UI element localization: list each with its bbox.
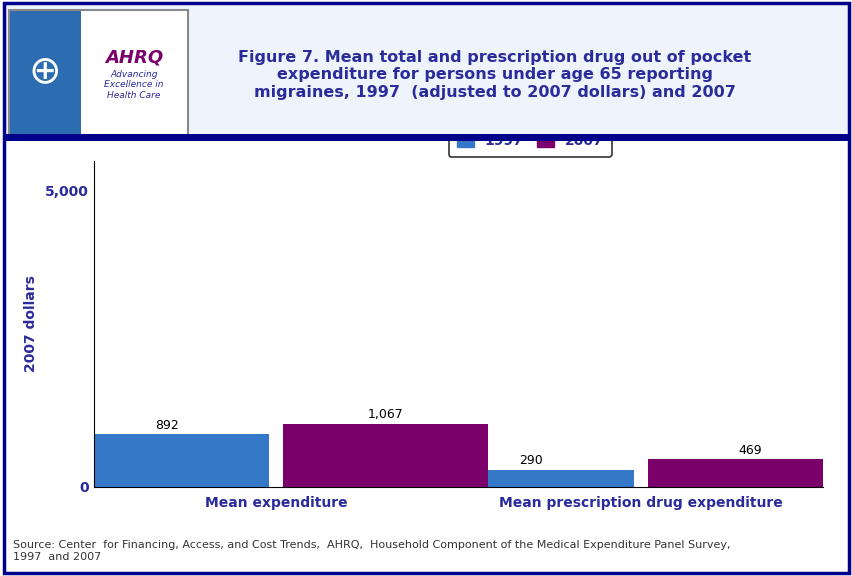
Text: 1,067: 1,067 <box>367 408 403 421</box>
Bar <box>648 459 851 487</box>
Text: Advancing
Excellence in
Health Care: Advancing Excellence in Health Care <box>104 70 164 100</box>
Bar <box>65 434 268 487</box>
Text: 290: 290 <box>519 454 543 467</box>
Text: AHRQ: AHRQ <box>105 48 163 67</box>
Text: 892: 892 <box>155 419 178 431</box>
Bar <box>429 469 633 487</box>
Text: 469: 469 <box>738 444 761 457</box>
Text: Figure 7. Mean total and prescription drug out of pocket
expenditure for persons: Figure 7. Mean total and prescription dr… <box>238 50 751 100</box>
Text: Source: Center  for Financing, Access, and Cost Trends,  AHRQ,  Household Compon: Source: Center for Financing, Access, an… <box>13 540 729 562</box>
Text: ⊕: ⊕ <box>28 52 60 90</box>
Bar <box>283 423 487 487</box>
Legend: 1997, 2007: 1997, 2007 <box>448 126 611 157</box>
Y-axis label: 2007 dollars: 2007 dollars <box>24 275 38 373</box>
